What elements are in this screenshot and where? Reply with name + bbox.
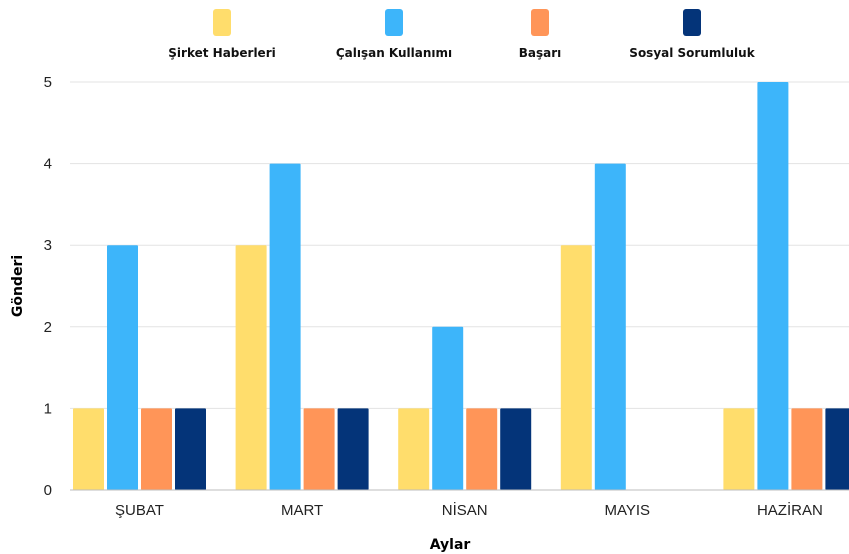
- bar: [723, 408, 755, 490]
- y-tick-label: 5: [44, 74, 52, 91]
- bar: [791, 408, 823, 490]
- bar: [141, 408, 172, 490]
- legend-swatch: [531, 9, 549, 36]
- bars: [73, 82, 849, 490]
- legend-label: Sosyal Sorumluluk: [629, 46, 755, 60]
- bar: [560, 245, 592, 490]
- bar: [175, 408, 206, 490]
- bar: [825, 408, 849, 490]
- bar: [466, 408, 498, 490]
- bar: [594, 163, 626, 490]
- x-tick-label: ŞUBAT: [115, 502, 164, 519]
- x-tick-label: NİSAN: [442, 501, 488, 519]
- y-tick-label: 2: [44, 319, 52, 336]
- bar: [337, 408, 369, 490]
- bar: [107, 245, 138, 490]
- gridlines: [70, 81, 849, 409]
- x-axis-ticks: ŞUBAT MART NİSAN MAYIS HAZİRAN: [115, 501, 823, 519]
- bar: [398, 408, 430, 490]
- bar: [269, 163, 301, 490]
- x-axis-title: Aylar: [430, 537, 471, 553]
- legend-swatch: [683, 9, 701, 36]
- bar: [757, 82, 789, 490]
- y-axis-ticks: 0 1 2 3 4 5: [44, 74, 52, 499]
- x-tick-label: MART: [281, 502, 323, 519]
- y-tick-label: 1: [44, 400, 52, 417]
- bar: [432, 326, 464, 490]
- y-tick-label: 0: [44, 482, 52, 499]
- legend: Şirket Haberleri Çalışan Kullanımı Başarı S…: [168, 9, 756, 60]
- x-tick-label: HAZİRAN: [757, 501, 823, 519]
- bar: [235, 245, 267, 490]
- bar: [73, 408, 104, 490]
- legend-swatch: [385, 9, 403, 36]
- legend-label: Başarı: [519, 46, 562, 60]
- legend-label: Şirket Haberleri: [168, 46, 275, 60]
- y-tick-label: 4: [44, 156, 52, 173]
- legend-swatch: [213, 9, 231, 36]
- bar: [500, 408, 532, 490]
- legend-label: Çalışan Kullanımı: [336, 46, 452, 60]
- x-tick-label: MAYIS: [605, 502, 651, 519]
- y-tick-label: 3: [44, 237, 52, 254]
- y-axis-title: Gönderi: [10, 255, 26, 317]
- bar: [303, 408, 335, 490]
